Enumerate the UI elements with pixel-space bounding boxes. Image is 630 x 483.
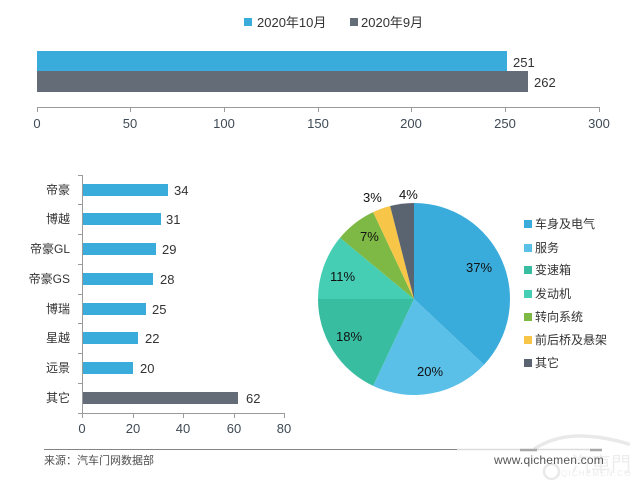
svg-text:汽車門: 汽車門 — [571, 453, 630, 476]
svg-text:QICHEMEN.COM: QICHEMEN.COM — [561, 469, 630, 478]
